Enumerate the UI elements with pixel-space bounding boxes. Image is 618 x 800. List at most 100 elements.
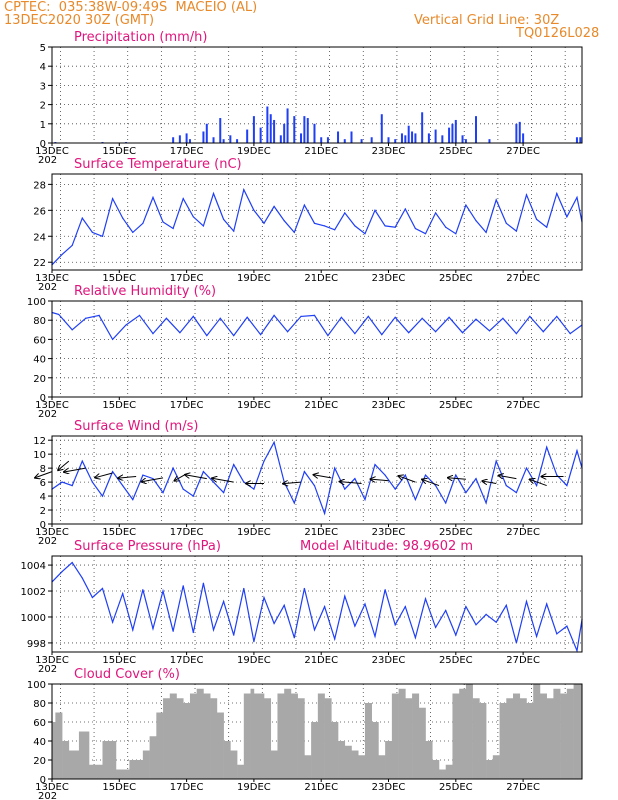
- wind-arrow: [118, 477, 137, 479]
- cloud-cover-bar: [196, 688, 204, 779]
- x-tick-label: 25DEC: [439, 146, 473, 157]
- precip-bar: [575, 137, 578, 143]
- series-point: [273, 205, 275, 208]
- series-point: [576, 196, 578, 198]
- series-point: [273, 622, 275, 625]
- series-point: [111, 338, 114, 340]
- series-point: [364, 498, 366, 501]
- series-point: [455, 634, 457, 636]
- cloud-cover-bar: [338, 741, 346, 779]
- cloud-cover-bar: [519, 698, 527, 779]
- series-point: [414, 637, 417, 639]
- cloud-cover-bar: [243, 693, 251, 779]
- x-tick-label: 19DEC: [237, 527, 271, 538]
- precip-bar: [286, 108, 289, 143]
- wind-arrow: [422, 479, 440, 487]
- panel-frame: [51, 683, 583, 780]
- x-tick-label: 23DEC: [372, 655, 406, 666]
- cloud-cover-bar: [445, 764, 453, 779]
- series-point: [525, 194, 528, 196]
- series-line: [51, 440, 583, 516]
- cloud-cover-bar: [499, 703, 507, 779]
- cloud-cover-bar: [89, 764, 103, 779]
- wind-arrow: [530, 479, 547, 487]
- precip-bar: [434, 129, 437, 143]
- series-point: [495, 199, 497, 201]
- panel-5: 998 1000 1002 1004 13DEC 15DEC 17DEC 19DEC 21DEC…: [21, 539, 583, 675]
- cloud-cover-bar: [253, 693, 265, 779]
- series-point: [465, 204, 467, 206]
- cloud-cover-bar: [438, 769, 447, 779]
- precip-bar: [188, 139, 191, 143]
- cloud-cover-bar: [250, 688, 255, 779]
- series-point: [448, 316, 450, 318]
- panel-frame: [51, 435, 583, 525]
- wind-arrow: [35, 471, 53, 478]
- x-year-stub: 202: [38, 791, 57, 800]
- series-point: [81, 217, 83, 219]
- precip-bar: [387, 137, 390, 143]
- x-tick-label: 23DEC: [372, 782, 406, 793]
- panel-title: Surface Wind (m/s): [74, 419, 198, 434]
- series-point: [535, 218, 538, 221]
- x-tick-label: 19DEC: [237, 782, 271, 793]
- series-point: [384, 225, 386, 227]
- series-point: [253, 488, 255, 490]
- series-point: [283, 220, 285, 222]
- panel-frame: [51, 173, 583, 271]
- series-point: [495, 460, 497, 462]
- series-point: [313, 222, 316, 224]
- series-line: [51, 561, 583, 653]
- x-tick-label: 19DEC: [237, 655, 271, 666]
- y-tick-label: 80: [33, 316, 46, 327]
- cloud-cover-bar: [183, 703, 191, 779]
- cloud-cover-bar: [270, 750, 278, 779]
- x-tick-label: 25DEC: [439, 273, 473, 284]
- panel-extra-note: Model Altitude: 98.9602 m: [300, 539, 473, 554]
- y-tick-label: 100: [27, 297, 46, 308]
- series-point: [125, 324, 127, 326]
- series-point: [58, 313, 60, 316]
- series-point: [233, 464, 235, 466]
- cloud-cover-bar: [539, 693, 547, 779]
- y-tick-label: 20: [33, 374, 46, 385]
- series-point: [263, 460, 265, 462]
- series-point: [546, 226, 548, 228]
- series-point: [529, 315, 531, 317]
- cloud-cover-bar: [432, 760, 440, 779]
- series-point: [202, 582, 205, 584]
- series-point: [344, 488, 346, 490]
- series-point: [152, 628, 154, 630]
- x-tick-label: 13DEC: [35, 400, 69, 411]
- x-tick-label: 15DEC: [102, 527, 136, 538]
- series-point: [323, 225, 326, 227]
- series-point: [85, 317, 87, 319]
- precip-bar: [236, 139, 239, 143]
- x-tick-label: 13DEC: [35, 146, 69, 157]
- precip-bar: [300, 133, 303, 143]
- y-tick-label: 0: [40, 775, 46, 786]
- series-point: [192, 216, 194, 218]
- series-point: [283, 481, 285, 483]
- series-point: [111, 621, 114, 623]
- series-point: [424, 474, 427, 476]
- series-point: [273, 441, 275, 443]
- precip-bar: [178, 135, 181, 143]
- series-point: [404, 605, 406, 608]
- series-point: [435, 331, 437, 333]
- series-point: [98, 314, 100, 316]
- cloud-cover-bar: [513, 693, 521, 779]
- precip-bar: [475, 116, 477, 143]
- precip-bar: [205, 123, 208, 143]
- series-point: [172, 227, 174, 230]
- y-tick-label: 60: [33, 718, 46, 729]
- series-point: [394, 488, 396, 490]
- series-point: [132, 498, 134, 501]
- y-tick-label: 40: [33, 355, 46, 366]
- header-station-code: TQ0126L028: [516, 26, 600, 41]
- series-point: [475, 220, 477, 222]
- precip-bar: [451, 123, 454, 143]
- cloud-cover-bar: [52, 722, 56, 779]
- y-tick-label: 12: [33, 436, 46, 447]
- cloud-cover-bar: [479, 703, 487, 779]
